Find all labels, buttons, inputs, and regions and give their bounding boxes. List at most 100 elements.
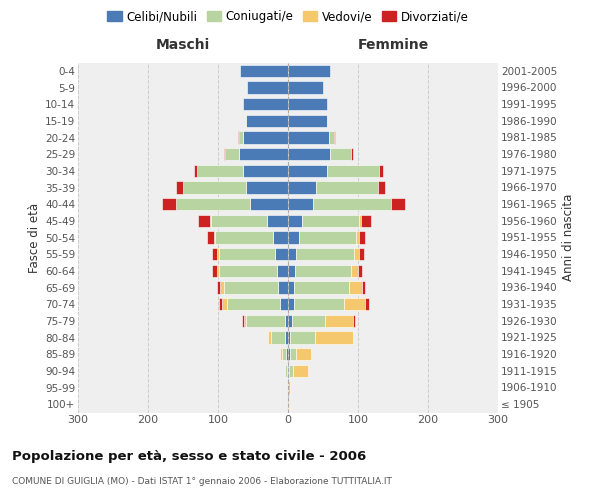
Bar [289,364,293,377]
Y-axis label: Anni di nascita: Anni di nascita [562,194,575,281]
Bar [288,398,289,410]
Bar [246,114,288,127]
Bar [296,248,354,260]
Bar [283,348,286,360]
Bar [242,164,288,177]
Bar [326,164,379,177]
Bar [353,314,355,327]
Bar [295,264,351,277]
Bar [288,198,313,210]
Bar [242,98,288,110]
Bar [241,64,288,77]
Bar [242,131,288,144]
Bar [334,131,335,144]
Bar [288,148,330,160]
Bar [295,281,349,293]
Bar [288,364,289,377]
Bar [288,298,293,310]
Bar [344,298,365,310]
Bar [220,264,277,277]
Bar [275,248,288,260]
Bar [280,348,283,360]
Bar [225,148,239,160]
Bar [285,331,288,344]
Bar [365,298,368,310]
Bar [302,214,359,227]
Bar [288,64,330,77]
Bar [217,281,220,293]
Bar [247,81,288,94]
Bar [299,231,356,244]
Bar [288,114,326,127]
Bar [293,364,308,377]
Bar [217,264,220,277]
Bar [214,231,215,244]
Bar [183,181,246,194]
Legend: Celibi/Nubili, Coniugati/e, Vedovi/e, Divorziati/e: Celibi/Nubili, Coniugati/e, Vedovi/e, Di… [103,6,473,28]
Bar [246,314,284,327]
Bar [359,248,364,260]
Bar [277,264,288,277]
Bar [193,164,197,177]
Bar [176,181,183,194]
Bar [288,381,290,394]
Bar [288,164,326,177]
Bar [288,348,290,360]
Bar [349,281,362,293]
Bar [377,181,385,194]
Text: COMUNE DI GUIGLIA (MO) - Dati ISTAT 1° gennaio 2006 - Elaborazione TUTTITALIA.IT: COMUNE DI GUIGLIA (MO) - Dati ISTAT 1° g… [12,478,392,486]
Bar [285,364,287,377]
Bar [288,81,323,94]
Y-axis label: Fasce di età: Fasce di età [28,202,41,272]
Text: Maschi: Maschi [156,38,210,52]
Bar [288,181,316,194]
Bar [250,198,288,210]
Bar [359,231,365,244]
Bar [227,298,280,310]
Bar [280,298,288,310]
Bar [296,348,311,360]
Bar [325,314,353,327]
Bar [288,281,295,293]
Bar [267,214,288,227]
Bar [288,214,302,227]
Bar [245,114,246,127]
Bar [351,148,353,160]
Bar [239,148,288,160]
Bar [288,131,329,144]
Bar [288,98,326,110]
Bar [313,198,391,210]
Text: Popolazione per età, sesso e stato civile - 2006: Popolazione per età, sesso e stato civil… [12,450,366,463]
Bar [220,281,224,293]
Bar [286,348,288,360]
Bar [316,181,377,194]
Bar [358,264,361,277]
Bar [272,231,288,244]
Bar [246,181,288,194]
Bar [268,331,271,344]
Bar [271,331,285,344]
Bar [351,264,358,277]
Bar [361,281,365,293]
Bar [239,131,242,144]
Bar [290,331,314,344]
Bar [288,248,296,260]
Bar [221,298,227,310]
Bar [224,148,225,160]
Bar [329,131,334,144]
Bar [220,298,221,310]
Text: Femmine: Femmine [358,38,428,52]
Bar [198,214,210,227]
Bar [212,264,217,277]
Bar [176,198,250,210]
Bar [288,264,295,277]
Bar [290,348,296,360]
Bar [217,248,220,260]
Bar [293,298,344,310]
Bar [359,214,361,227]
Bar [197,164,242,177]
Bar [215,231,272,244]
Bar [330,148,351,160]
Bar [314,331,353,344]
Bar [242,314,244,327]
